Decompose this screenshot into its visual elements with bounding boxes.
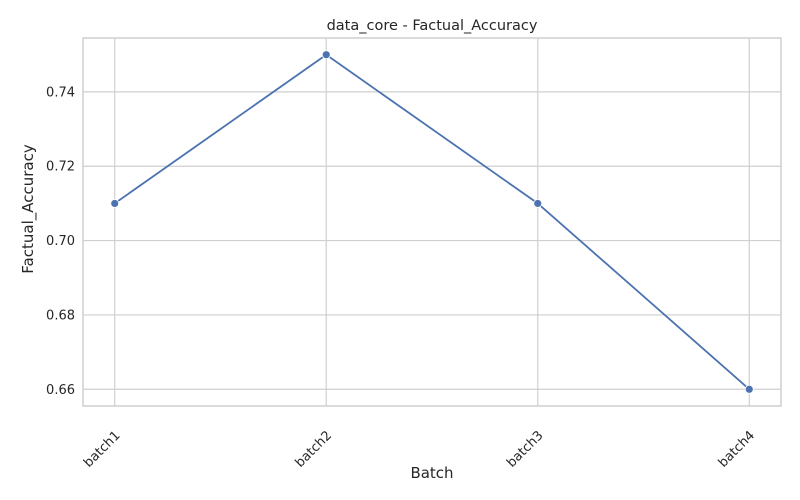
x-tick-label: batch2 — [293, 428, 335, 470]
plot-frame — [82, 37, 782, 407]
series-line — [114, 53, 750, 390]
x-tick-label: batch3 — [504, 428, 546, 470]
y-tick-label: 0.68 — [46, 308, 75, 323]
x-tick-label: batch1 — [81, 428, 123, 470]
grid-lines — [83, 38, 781, 406]
chart-title: data_core - Factual_Accuracy — [327, 18, 538, 34]
y-tick-label: 0.70 — [46, 234, 75, 249]
y-tick-label: 0.72 — [46, 160, 75, 175]
y-tick-label: 0.66 — [46, 383, 75, 398]
y-tick-label: 0.74 — [46, 85, 75, 100]
y-tick-labels: 0.66 0.68 0.70 0.72 0.74 — [46, 85, 75, 397]
x-tick-label: batch4 — [716, 428, 758, 470]
y-axis-title: Factual_Accuracy — [19, 144, 38, 274]
series-layer — [110, 50, 754, 394]
data-point-batch4 — [744, 384, 754, 394]
data-point-batch1 — [110, 199, 120, 208]
data-point-batch2 — [321, 50, 331, 60]
data-point-batch3 — [533, 199, 543, 208]
x-axis-title: Batch — [410, 464, 453, 482]
